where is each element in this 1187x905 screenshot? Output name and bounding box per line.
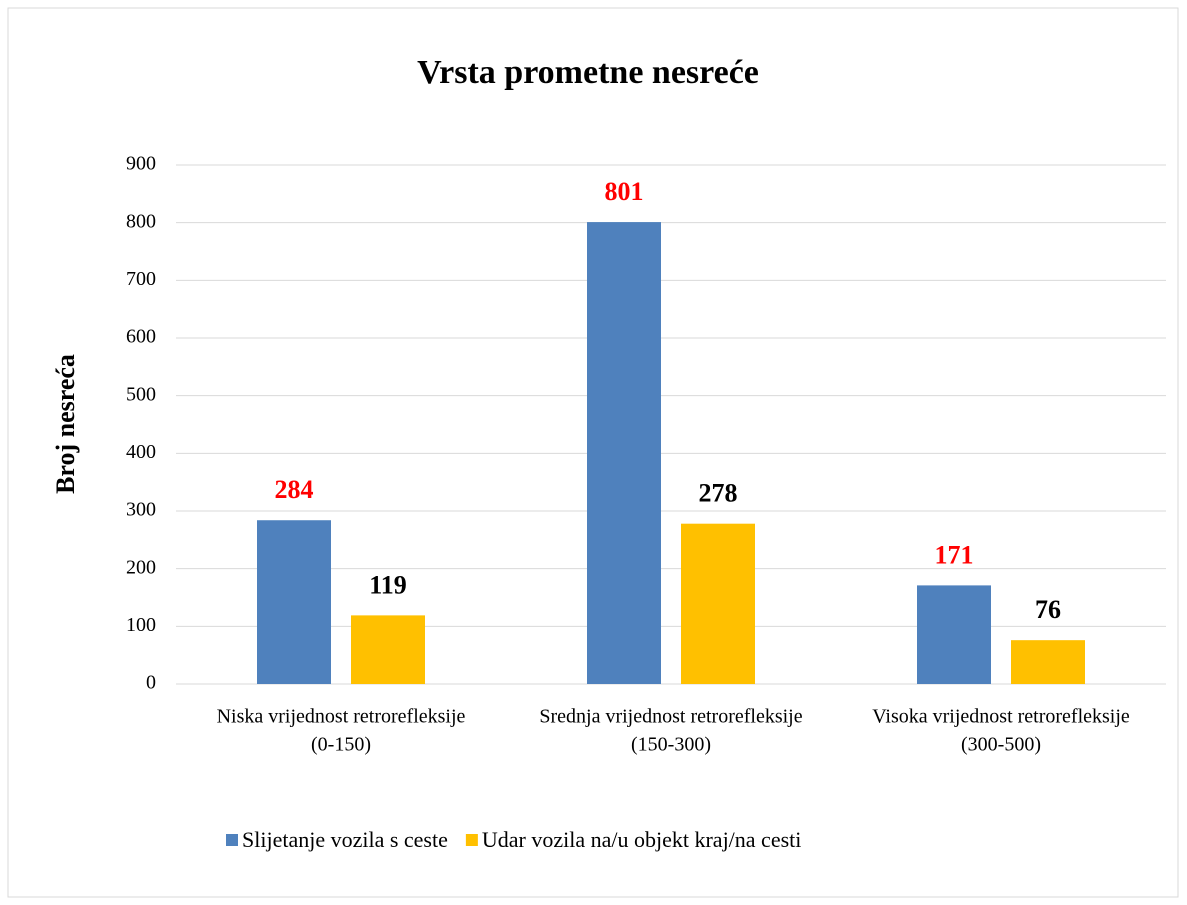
bar bbox=[1011, 640, 1085, 684]
bar bbox=[681, 523, 755, 684]
y-tick-label: 400 bbox=[126, 441, 156, 463]
y-tick-label: 300 bbox=[126, 499, 156, 521]
y-tick-label: 200 bbox=[126, 556, 156, 578]
bar bbox=[587, 222, 661, 684]
bar bbox=[351, 615, 425, 684]
x-tick-label: Niska vrijednost retrorefleksije bbox=[217, 706, 466, 728]
y-tick-label: 800 bbox=[126, 210, 156, 232]
y-tick-label: 700 bbox=[126, 268, 156, 290]
data-label: 284 bbox=[275, 475, 314, 504]
bar bbox=[917, 585, 991, 684]
legend-swatch bbox=[226, 834, 238, 846]
x-tick-label: Visoka vrijednost retrorefleksije bbox=[872, 706, 1130, 728]
y-tick-label: 100 bbox=[126, 614, 156, 636]
x-tick-label: (150-300) bbox=[631, 734, 711, 756]
y-tick-label: 600 bbox=[126, 326, 156, 348]
legend-label: Slijetanje vozila s ceste bbox=[242, 827, 448, 852]
x-tick-label: (0-150) bbox=[311, 734, 371, 756]
legend-swatch bbox=[465, 834, 478, 846]
data-label: 801 bbox=[605, 177, 644, 206]
data-label: 119 bbox=[369, 570, 407, 599]
y-tick-label: 500 bbox=[126, 383, 156, 405]
bar bbox=[257, 520, 331, 684]
y-tick-label: 0 bbox=[146, 672, 156, 694]
x-tick-label: Srednja vrijednost retrorefleksije bbox=[539, 706, 802, 728]
x-tick-label: (300-500) bbox=[961, 734, 1041, 756]
data-label: 171 bbox=[935, 540, 974, 569]
data-label: 76 bbox=[1035, 595, 1061, 624]
legend-label: Udar vozila na/u objekt kraj/na cesti bbox=[482, 827, 802, 852]
data-label: 278 bbox=[699, 479, 738, 508]
y-axis-label: Broj nesreća bbox=[51, 354, 80, 494]
y-tick-label: 900 bbox=[126, 153, 156, 175]
chart-title: Vrsta prometne nesreće bbox=[417, 54, 759, 91]
